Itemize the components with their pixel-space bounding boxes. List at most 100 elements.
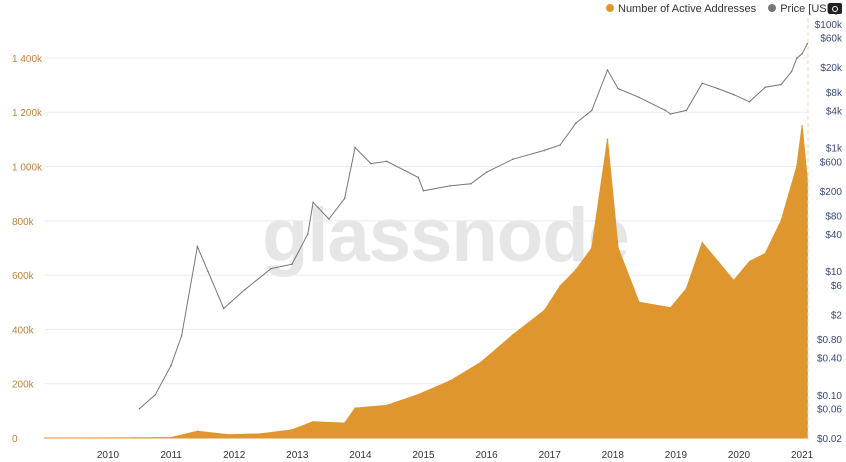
data-point-active-addresses	[543, 309, 546, 312]
data-point-price	[685, 109, 688, 112]
data-point-price	[207, 270, 209, 273]
data-point-active-addresses	[748, 260, 751, 263]
legend-label: Number of Active Addresses	[618, 3, 757, 15]
x-tick-label: 2012	[223, 450, 246, 461]
data-point-active-addresses	[590, 247, 593, 249]
legend: Number of Active Addresses Price [USD]	[606, 3, 838, 15]
y-right-tick-label: $0.80	[817, 335, 842, 346]
data-point-price	[806, 42, 809, 45]
data-point-active-addresses	[685, 287, 688, 290]
y-right-tick-label: $100k	[815, 20, 843, 31]
data-point-price	[801, 52, 803, 55]
data-point-price	[370, 162, 372, 165]
y-right-tick-label: $20k	[820, 63, 843, 74]
x-tick-label: 2021	[791, 450, 814, 461]
x-tick-label: 2016	[475, 450, 498, 461]
y-right-tick-label: $200	[820, 187, 843, 198]
data-point-price	[575, 122, 577, 124]
data-point-price	[559, 144, 562, 146]
data-point-active-addresses	[291, 429, 293, 431]
data-point-price	[417, 176, 420, 179]
data-point-price	[270, 267, 272, 270]
data-point-price	[196, 245, 199, 248]
data-point-active-addresses	[575, 268, 577, 271]
data-point-active-addresses	[385, 404, 388, 407]
data-point-price	[291, 263, 293, 265]
y-right-tick-label: $60k	[820, 34, 843, 45]
data-point-price	[606, 69, 609, 71]
data-point-active-addresses	[717, 260, 719, 263]
x-tick-label: 2018	[602, 450, 625, 461]
data-point-active-addresses	[354, 407, 356, 409]
data-point-price	[701, 82, 703, 85]
data-point-price	[717, 87, 719, 90]
y-right-tick-label: $6	[831, 281, 843, 292]
data-point-active-addresses	[796, 165, 798, 168]
data-point-active-addresses	[228, 433, 230, 436]
x-tick-label: 2013	[286, 450, 309, 461]
series-active-addresses	[44, 125, 808, 439]
data-point-active-addresses	[780, 220, 782, 222]
data-point-active-addresses	[512, 334, 514, 336]
y-right-tick-label: $80	[825, 211, 842, 222]
y-left-tick-label: 1 200k	[12, 108, 43, 119]
data-point-price	[138, 407, 141, 410]
data-point-active-addresses	[732, 279, 735, 282]
data-point-price	[617, 87, 619, 90]
data-point-active-addresses	[312, 420, 314, 423]
data-point-price	[385, 160, 388, 163]
data-point-price	[664, 109, 667, 112]
x-tick-label: 2019	[665, 450, 688, 461]
y-right-tick-label: $0.10	[817, 391, 842, 402]
data-point-price	[448, 185, 451, 187]
data-point-price	[512, 158, 514, 160]
data-point-price	[312, 201, 314, 204]
legend-label: Price [USD]	[780, 3, 838, 15]
y-left-tick-label: 0	[12, 434, 18, 445]
data-point-price	[180, 335, 183, 337]
data-point-price	[243, 289, 246, 291]
data-point-price	[748, 101, 751, 103]
data-point-price	[790, 70, 793, 73]
legend-item-active-addresses[interactable]: Number of Active Addresses	[606, 3, 756, 15]
data-point-active-addresses	[44, 437, 46, 439]
data-point-active-addresses	[669, 306, 672, 309]
x-tick-label: 2020	[728, 450, 751, 461]
data-point-price	[669, 113, 672, 115]
data-point-price	[154, 394, 157, 396]
data-point-active-addresses	[480, 361, 483, 363]
data-point-price	[732, 93, 735, 96]
data-point-price	[170, 364, 172, 367]
x-tick-label: 2014	[349, 450, 372, 461]
data-point-active-addresses	[259, 433, 262, 435]
x-tick-label: 2011	[160, 450, 182, 461]
data-point-active-addresses	[170, 436, 172, 439]
data-point-price	[354, 146, 356, 149]
data-point-price	[222, 307, 225, 310]
y-left-tick-label: 200k	[12, 380, 35, 391]
y-right-tick-label: $0.02	[817, 434, 842, 445]
data-point-price	[638, 96, 640, 99]
data-point-active-addresses	[638, 301, 640, 304]
data-point-active-addresses	[764, 252, 767, 255]
y-left-tick-label: 1 000k	[12, 163, 43, 174]
y-left-tick-label: 400k	[12, 325, 35, 336]
x-tick-label: 2017	[539, 450, 562, 461]
y-right-tick-label: $0.06	[817, 405, 842, 416]
data-point-active-addresses	[417, 393, 420, 396]
data-point-active-addresses	[606, 138, 609, 141]
y-right-tick-label: $600	[820, 157, 843, 168]
x-tick-label: 2010	[97, 450, 120, 461]
legend-item-price[interactable]: Price [USD]	[768, 3, 838, 15]
y-right-tick-label: $4k	[826, 106, 843, 117]
watermark: glassnode	[262, 193, 630, 278]
data-point-price	[590, 109, 593, 112]
data-point-active-addresses	[701, 241, 703, 244]
camera-icon[interactable]	[828, 3, 842, 14]
data-point-price	[543, 149, 546, 152]
y-left-tick-label: 1 400k	[12, 54, 43, 65]
data-point-active-addresses	[559, 285, 562, 287]
y-right-tick-label: $8k	[826, 88, 843, 99]
